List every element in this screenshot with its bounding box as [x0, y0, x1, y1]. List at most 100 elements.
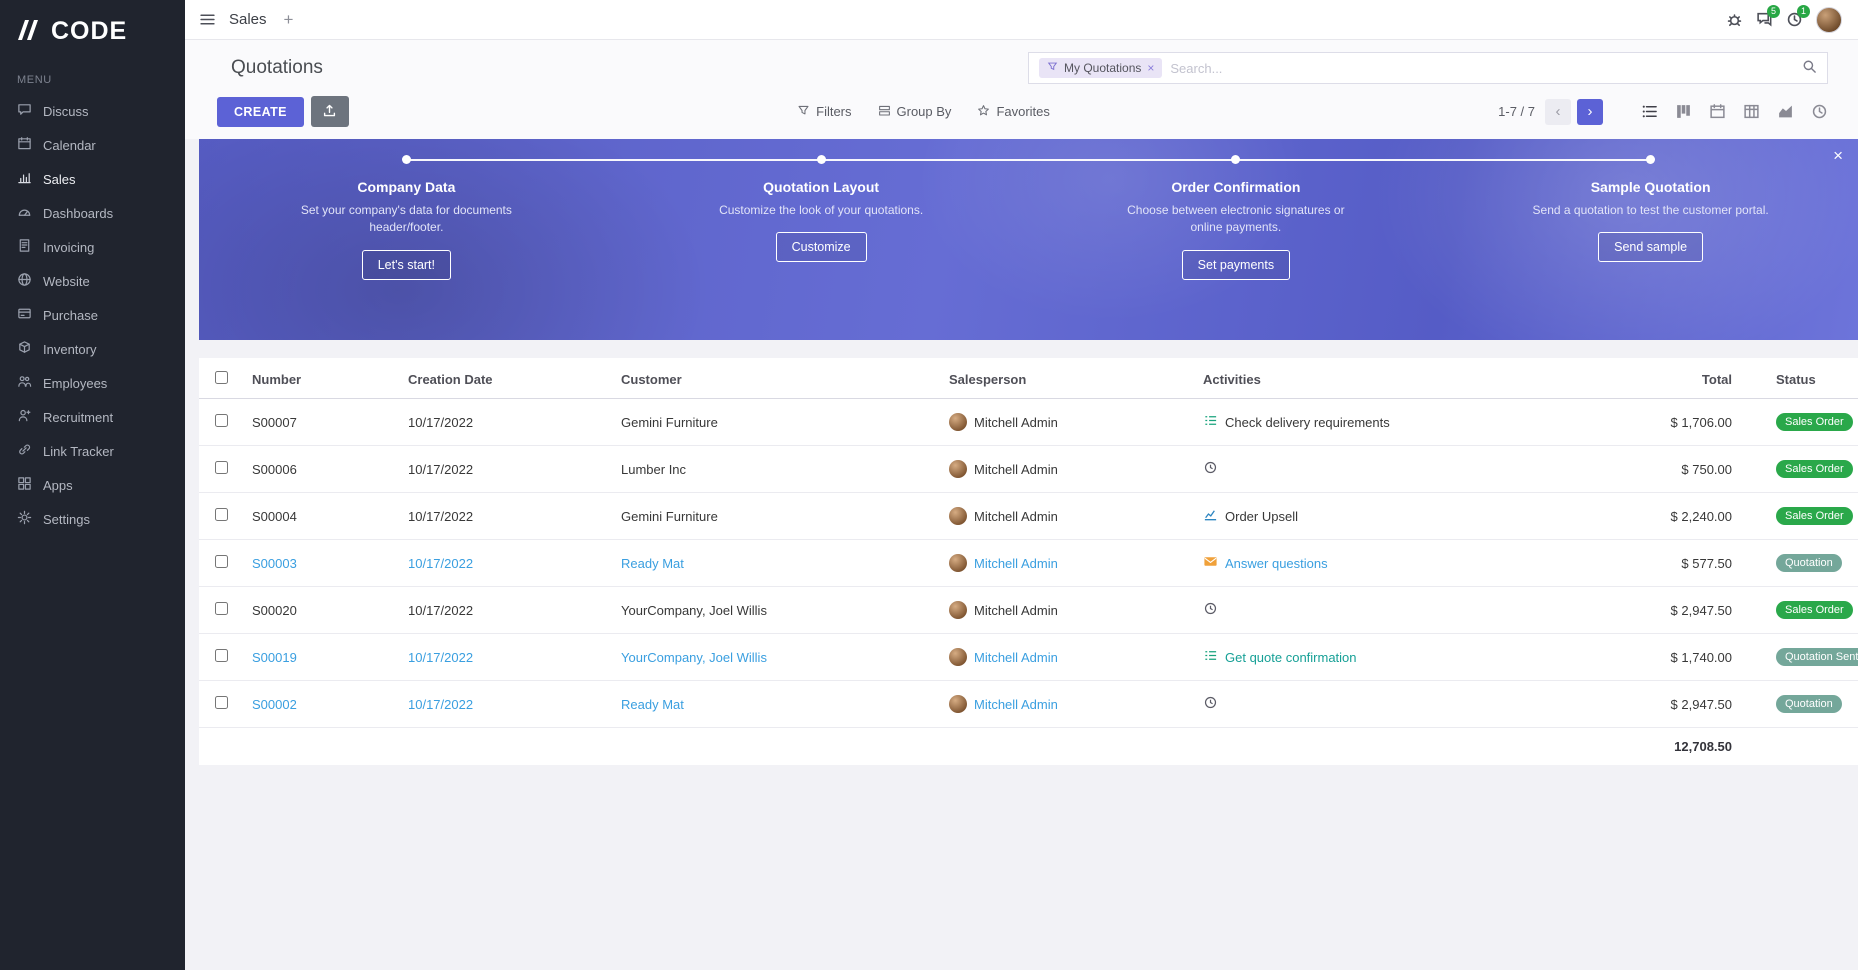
salesperson-avatar	[949, 507, 967, 525]
sidebar-item-inventory[interactable]: Inventory	[0, 332, 185, 366]
table-row[interactable]: S00003 10/17/2022 Ready Mat Mitchell Adm…	[199, 539, 1858, 587]
list-check-icon[interactable]	[1203, 413, 1218, 431]
row-checkbox[interactable]	[215, 696, 228, 709]
cell-number: S00019	[239, 633, 395, 681]
clock-icon[interactable]	[1203, 601, 1218, 619]
sidebar-item-dashboards[interactable]: Dashboards	[0, 196, 185, 230]
step-title: Company Data	[357, 179, 456, 195]
table-row[interactable]: S00002 10/17/2022 Ready Mat Mitchell Adm…	[199, 680, 1858, 728]
customize-button[interactable]: Customize	[775, 232, 867, 263]
send-sample-button[interactable]: Send sample	[1598, 232, 1704, 263]
row-checkbox[interactable]	[215, 414, 228, 427]
salesperson-avatar	[949, 460, 967, 478]
view-switcher	[1641, 103, 1828, 120]
line-chart-icon[interactable]	[1203, 507, 1218, 525]
row-checkbox[interactable]	[215, 555, 228, 568]
sidebar-item-invoicing[interactable]: Invoicing	[0, 230, 185, 264]
column-header-number[interactable]: Number	[239, 358, 395, 399]
activity-view-icon[interactable]	[1811, 103, 1828, 120]
list-check-icon[interactable]	[1203, 648, 1218, 666]
sidebar-item-purchase[interactable]: Purchase	[0, 298, 185, 332]
table-row[interactable]: S00019 10/17/2022 YourCompany, Joel Will…	[199, 633, 1858, 681]
sidebar-item-link-tracker[interactable]: Link Tracker	[0, 434, 185, 468]
row-checkbox[interactable]	[215, 508, 228, 521]
export-button[interactable]	[310, 96, 349, 127]
cell-salesperson: Mitchell Admin	[974, 602, 1058, 618]
envelope-icon[interactable]	[1203, 554, 1218, 572]
kanban-view-icon[interactable]	[1675, 103, 1692, 120]
clock-icon[interactable]	[1203, 695, 1218, 713]
pager-next-button[interactable]: ›	[1577, 98, 1604, 125]
search-icon[interactable]	[1802, 59, 1817, 77]
sidebar-item-label: Employees	[43, 375, 108, 391]
onboarding-step-company-data: Company Data Set your company's data for…	[199, 155, 614, 280]
filters-button[interactable]: Filters	[797, 104, 852, 120]
sidebar-item-sales[interactable]: Sales	[0, 162, 185, 196]
column-header-customer[interactable]: Customer	[608, 358, 936, 399]
clock-icon[interactable]	[1203, 460, 1218, 478]
group-by-button[interactable]: Group By	[878, 104, 951, 120]
column-header-total[interactable]: Total	[1546, 358, 1736, 399]
row-checkbox[interactable]	[215, 649, 228, 662]
column-header-activities[interactable]: Activities	[1190, 358, 1546, 399]
cell-number: S00006	[239, 445, 395, 493]
cell-activity[interactable]: Get quote confirmation	[1225, 649, 1357, 665]
table-row[interactable]: S00020 10/17/2022 YourCompany, Joel Will…	[199, 586, 1858, 634]
pager-previous-button[interactable]: ‹	[1545, 98, 1572, 125]
table-row[interactable]: S00006 10/17/2022 Lumber Inc Mitchell Ad…	[199, 445, 1858, 493]
hamburger-menu-icon[interactable]	[199, 11, 216, 28]
cell-salesperson: Mitchell Admin	[974, 461, 1058, 477]
sidebar-item-recruitment[interactable]: Recruitment	[0, 400, 185, 434]
banner-close-icon[interactable]: ×	[1833, 146, 1843, 165]
sidebar-item-label: Dashboards	[43, 205, 114, 221]
cell-activity[interactable]: Order Upsell	[1225, 508, 1298, 524]
lets-start-button[interactable]: Let's start!	[361, 249, 452, 280]
pivot-view-icon[interactable]	[1743, 103, 1760, 120]
sidebar-item-settings[interactable]: Settings	[0, 502, 185, 536]
create-button[interactable]: CREATE	[217, 96, 304, 127]
messages-icon[interactable]: 5	[1756, 5, 1780, 28]
sidebar-item-website[interactable]: Website	[0, 264, 185, 298]
topbar: Sales + 5 1	[185, 0, 1858, 40]
table-row[interactable]: S00004 10/17/2022 Gemini Furniture Mitch…	[199, 492, 1858, 540]
cell-creation-date: 10/17/2022	[395, 445, 608, 493]
sidebar-item-discuss[interactable]: Discuss	[0, 94, 185, 128]
list-view-icon[interactable]	[1641, 103, 1658, 120]
activities-clock-icon[interactable]: 1	[1786, 5, 1810, 28]
sidebar-item-calendar[interactable]: Calendar	[0, 128, 185, 162]
cell-number: S00002	[239, 680, 395, 728]
search-facet-my-quotations[interactable]: My Quotations ×	[1039, 58, 1163, 78]
sidebar-item-employees[interactable]: Employees	[0, 366, 185, 400]
add-tab-button[interactable]: +	[283, 9, 294, 29]
table-row[interactable]: S00007 10/17/2022 Gemini Furniture Mitch…	[199, 398, 1858, 446]
status-badge: Sales Order	[1776, 460, 1853, 478]
calendar-view-icon[interactable]	[1709, 103, 1726, 120]
brand-name: CODE	[51, 17, 128, 45]
column-header-creation-date[interactable]: Creation Date	[395, 358, 608, 399]
column-header-status[interactable]: Status	[1736, 358, 1858, 399]
app-logo[interactable]: CODE	[0, 0, 185, 60]
salesperson-avatar	[949, 554, 967, 572]
cell-salesperson: Mitchell Admin	[974, 555, 1058, 571]
user-avatar[interactable]	[1816, 6, 1842, 33]
cell-number: S00007	[239, 398, 395, 446]
sidebar-item-apps[interactable]: Apps	[0, 468, 185, 502]
column-header-salesperson[interactable]: Salesperson	[936, 358, 1190, 399]
favorites-button[interactable]: Favorites	[977, 104, 1050, 120]
search-input[interactable]	[1170, 60, 1794, 76]
row-checkbox[interactable]	[215, 461, 228, 474]
select-all-checkbox[interactable]	[215, 371, 228, 384]
code-logo-icon	[16, 19, 42, 44]
cell-activity[interactable]: Answer questions	[1225, 555, 1328, 571]
status-badge: Sales Order	[1776, 413, 1853, 431]
facet-remove-icon[interactable]: ×	[1147, 61, 1155, 75]
row-checkbox[interactable]	[215, 602, 228, 615]
graph-view-icon[interactable]	[1777, 103, 1794, 120]
cell-activity[interactable]: Check delivery requirements	[1225, 414, 1390, 430]
search-bar[interactable]: My Quotations ×	[1028, 52, 1828, 84]
current-app-name[interactable]: Sales	[229, 11, 267, 28]
debug-bug-icon[interactable]	[1726, 11, 1743, 28]
step-dot	[1231, 155, 1241, 164]
calendar-icon	[17, 136, 32, 154]
set-payments-button[interactable]: Set payments	[1181, 249, 1291, 280]
